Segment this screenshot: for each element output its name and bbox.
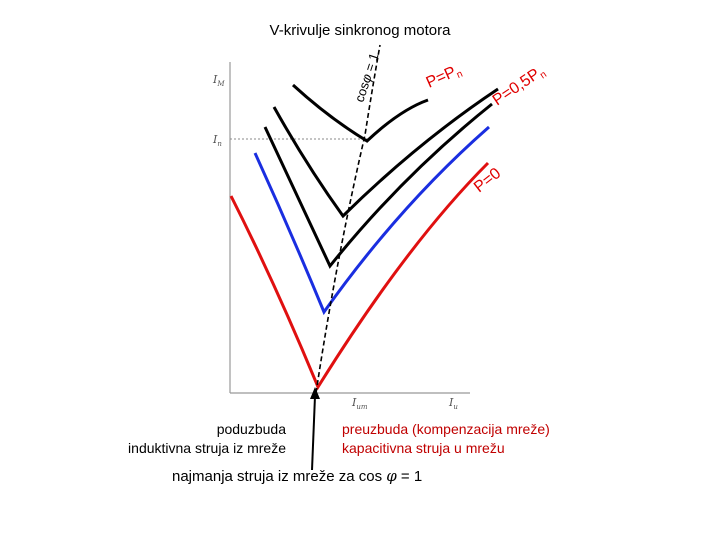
- y-axis-nominal-label: In: [212, 133, 222, 148]
- v-curve-p-half: [272, 87, 499, 219]
- underexcitation-caption: poduzbuda induktivna struja iz mreže: [128, 420, 286, 458]
- svg-text:P=Pn: P=Pn: [424, 61, 465, 93]
- v-curve-black-low: [263, 102, 493, 269]
- x-axis-excitation-label: Iu: [448, 396, 458, 411]
- x-axis-min-excitation-label: Ium: [351, 396, 368, 411]
- svg-text:P=0,5Pn: P=0,5Pn: [490, 63, 549, 111]
- label-p-half: P=0,5Pn: [490, 63, 549, 111]
- v-curve-p-zero: [229, 161, 490, 391]
- underexcitation-desc: induktivna struja iz mreže: [128, 440, 286, 456]
- svg-text:cosφ = 1: cosφ = 1: [352, 51, 382, 104]
- cos-phi-locus: [315, 44, 381, 394]
- minimum-current-arrow: [311, 395, 316, 471]
- overexcitation-title: preuzbuda (kompenzacija mreže): [342, 421, 550, 437]
- label-p-zero: P=0: [471, 165, 504, 196]
- phi-symbol: φ: [386, 467, 397, 485]
- minimum-current-caption: najmanja struja iz mreže za cos φ = 1: [172, 467, 422, 486]
- overexcitation-caption: preuzbuda (kompenzacija mreže) kapacitiv…: [342, 420, 550, 458]
- minimum-current-text: najmanja struja iz mreže za cos: [172, 468, 387, 485]
- underexcitation-title: poduzbuda: [216, 421, 286, 437]
- y-axis-max-label: IM: [212, 73, 225, 88]
- diagram-title: V-krivulje sinkronog motora: [269, 22, 451, 39]
- label-cos-phi: cosφ = 1: [352, 51, 382, 104]
- minimum-current-eq: = 1: [396, 468, 423, 485]
- label-p-nominal: P=Pn: [424, 61, 465, 93]
- overexcitation-desc: kapacitivna struja u mrežu: [342, 440, 505, 456]
- v-curve-p-nominal: [291, 83, 429, 143]
- svg-text:P=0: P=0: [471, 165, 504, 196]
- arrow-head-icon: [310, 387, 320, 399]
- v-curve-blue: [253, 125, 490, 316]
